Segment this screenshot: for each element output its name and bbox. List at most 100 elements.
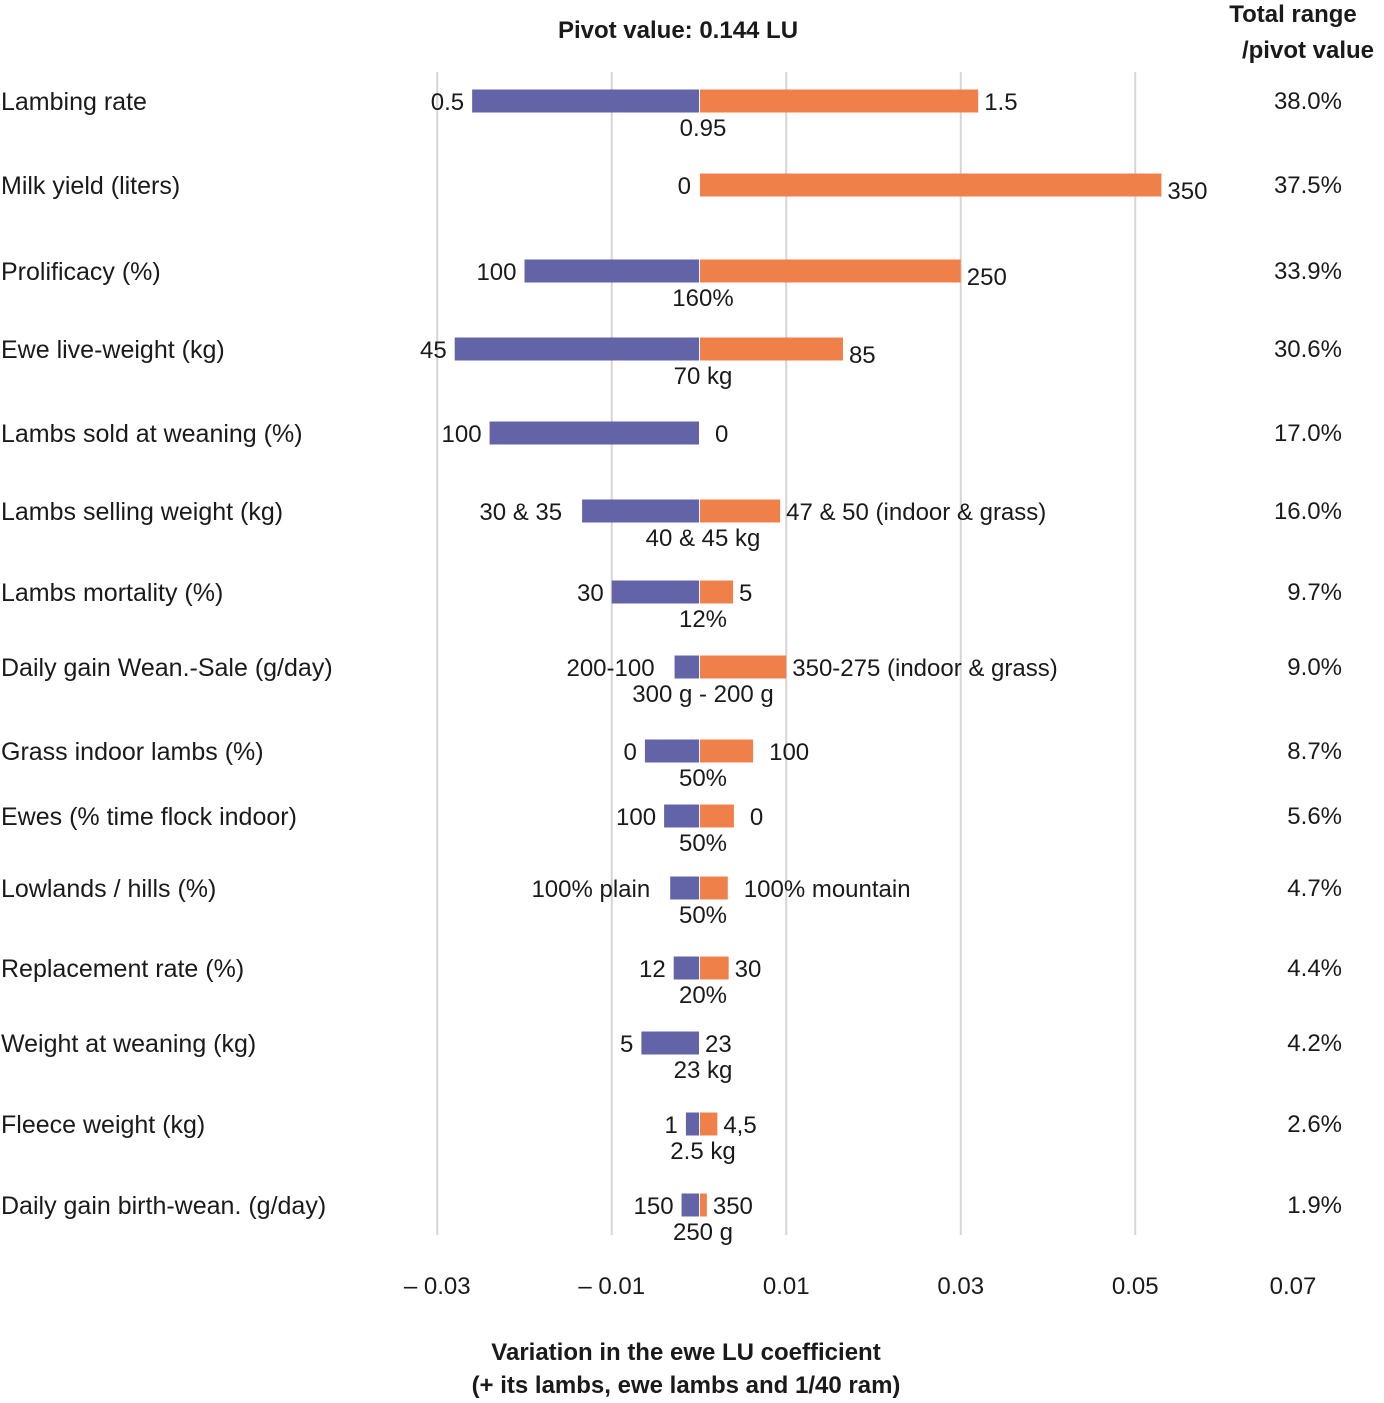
category-label: Replacement rate (%) bbox=[1, 955, 244, 983]
x-axis-label-line2: (+ its lambs, ewe lambs and 1/40 ram) bbox=[472, 1372, 901, 1399]
bar-high bbox=[700, 739, 754, 763]
pivot-value-label: 50% bbox=[679, 830, 727, 857]
category-label: Grass indoor lambs (%) bbox=[1, 738, 264, 766]
range-percent: 9.7% bbox=[1287, 579, 1342, 606]
bar-low bbox=[524, 259, 699, 283]
range-percent: 8.7% bbox=[1287, 738, 1342, 765]
bar-high bbox=[700, 655, 787, 679]
range-percent: 37.5% bbox=[1274, 172, 1342, 199]
high-value-label: 47 & 50 (indoor & grass) bbox=[786, 499, 1046, 526]
low-value-label: 100 bbox=[476, 259, 516, 286]
x-tick-label: 0.01 bbox=[763, 1273, 810, 1300]
range-percent: 2.6% bbox=[1287, 1111, 1342, 1138]
low-value-label: 0.5 bbox=[431, 89, 464, 116]
low-value-label: 12 bbox=[639, 956, 666, 983]
pivot-value-label: 50% bbox=[679, 765, 727, 792]
bar-high bbox=[700, 337, 843, 361]
bar-high bbox=[700, 89, 979, 113]
pivot-value-label: 40 & 45 kg bbox=[646, 525, 761, 552]
category-label: Ewes (% time flock indoor) bbox=[1, 803, 297, 831]
bar-low bbox=[582, 499, 699, 523]
pivot-value-label: 23 kg bbox=[674, 1057, 733, 1084]
bar-high bbox=[700, 259, 961, 283]
bar-high bbox=[700, 956, 729, 980]
category-label: Lambing rate bbox=[1, 88, 147, 116]
high-value-label: 4,5 bbox=[723, 1112, 756, 1139]
range-percent: 16.0% bbox=[1274, 498, 1342, 525]
low-value-label: 150 bbox=[634, 1193, 674, 1220]
category-label: Weight at weaning (kg) bbox=[1, 1030, 256, 1058]
bar-low bbox=[673, 956, 699, 980]
bar-high bbox=[700, 173, 1162, 197]
labels: Lambing rate 38.0% 0.5 1.5 0.95 Milk yield (l… bbox=[1, 88, 1342, 1246]
bar-low bbox=[664, 804, 699, 828]
range-percent: 1.9% bbox=[1287, 1192, 1342, 1219]
pivot-value-label: 300 g - 200 g bbox=[632, 681, 773, 708]
range-percent: 33.9% bbox=[1274, 258, 1342, 285]
high-value-label: 350-275 (indoor & grass) bbox=[792, 655, 1057, 682]
range-header-line2: /pivot value bbox=[1242, 37, 1374, 64]
chart-title: Pivot value: 0.144 LU bbox=[558, 17, 798, 44]
low-value-label: 100% plain bbox=[531, 876, 650, 903]
pivot-value-label: 0.95 bbox=[680, 115, 727, 142]
range-percent: 5.6% bbox=[1287, 803, 1342, 830]
bar-low bbox=[472, 89, 699, 113]
low-value-label: 30 bbox=[577, 580, 604, 607]
low-value-label: 1 bbox=[665, 1112, 678, 1139]
x-tick-label: – 0.03 bbox=[404, 1273, 471, 1300]
high-value-label: 30 bbox=[735, 956, 762, 983]
range-percent: 17.0% bbox=[1274, 420, 1342, 447]
bars bbox=[454, 89, 1162, 1217]
range-percent: 4.7% bbox=[1287, 875, 1342, 902]
category-label: Prolificacy (%) bbox=[1, 258, 161, 286]
x-tick-label: 0.05 bbox=[1112, 1273, 1159, 1300]
range-percent: 38.0% bbox=[1274, 88, 1342, 115]
x-axis-ticks: – 0.03 – 0.01 0.01 0.03 0.05 0.07 bbox=[404, 1273, 1316, 1300]
category-label: Fleece weight (kg) bbox=[1, 1111, 205, 1139]
bar-low bbox=[644, 739, 699, 763]
range-percent: 30.6% bbox=[1274, 336, 1342, 363]
bar-high bbox=[700, 499, 781, 523]
bar-high bbox=[700, 804, 734, 828]
bar-low bbox=[674, 655, 699, 679]
low-value-label: 30 & 35 bbox=[479, 499, 562, 526]
low-value-label: 100 bbox=[442, 421, 482, 448]
high-value-label: 0 bbox=[750, 804, 763, 831]
bar-low bbox=[681, 1193, 699, 1217]
pivot-value-label: 160% bbox=[672, 285, 733, 312]
bar-low bbox=[611, 580, 699, 604]
high-value-label: 0 bbox=[715, 421, 728, 448]
high-value-label: 5 bbox=[739, 580, 752, 607]
low-value-label: 45 bbox=[420, 337, 447, 364]
high-value-label: 350 bbox=[1167, 178, 1207, 205]
high-value-label: 1.5 bbox=[984, 89, 1017, 116]
high-value-label: 100 bbox=[769, 739, 809, 766]
high-value-label: 250 bbox=[967, 264, 1007, 291]
range-percent: 4.2% bbox=[1287, 1030, 1342, 1057]
bar-low bbox=[454, 337, 699, 361]
category-label: Lambs mortality (%) bbox=[1, 579, 223, 607]
category-label: Daily gain birth-wean. (g/day) bbox=[1, 1192, 326, 1220]
category-label: Lambs selling weight (kg) bbox=[1, 498, 283, 526]
low-value-label: 0 bbox=[624, 739, 637, 766]
category-label: Lambs sold at weaning (%) bbox=[1, 420, 303, 448]
high-value-label: 23 bbox=[705, 1031, 732, 1058]
high-value-label: 100% mountain bbox=[744, 876, 911, 903]
low-value-label: 0 bbox=[678, 173, 691, 200]
pivot-value-label: 20% bbox=[679, 982, 727, 1009]
bar-high bbox=[700, 876, 728, 900]
category-label: Lowlands / hills (%) bbox=[1, 875, 216, 903]
bar-low bbox=[685, 1112, 699, 1136]
pivot-value-label: 2.5 kg bbox=[670, 1138, 735, 1165]
x-tick-label: 0.07 bbox=[1270, 1273, 1317, 1300]
x-tick-label: 0.03 bbox=[937, 1273, 984, 1300]
bar-high bbox=[700, 1112, 718, 1136]
high-value-label: 350 bbox=[713, 1193, 753, 1220]
high-value-label: 85 bbox=[849, 342, 876, 369]
low-value-label: 100 bbox=[616, 804, 656, 831]
range-percent: 9.0% bbox=[1287, 654, 1342, 681]
bar-low bbox=[489, 421, 699, 445]
bar-low bbox=[670, 876, 699, 900]
gridlines bbox=[436, 72, 1137, 1235]
